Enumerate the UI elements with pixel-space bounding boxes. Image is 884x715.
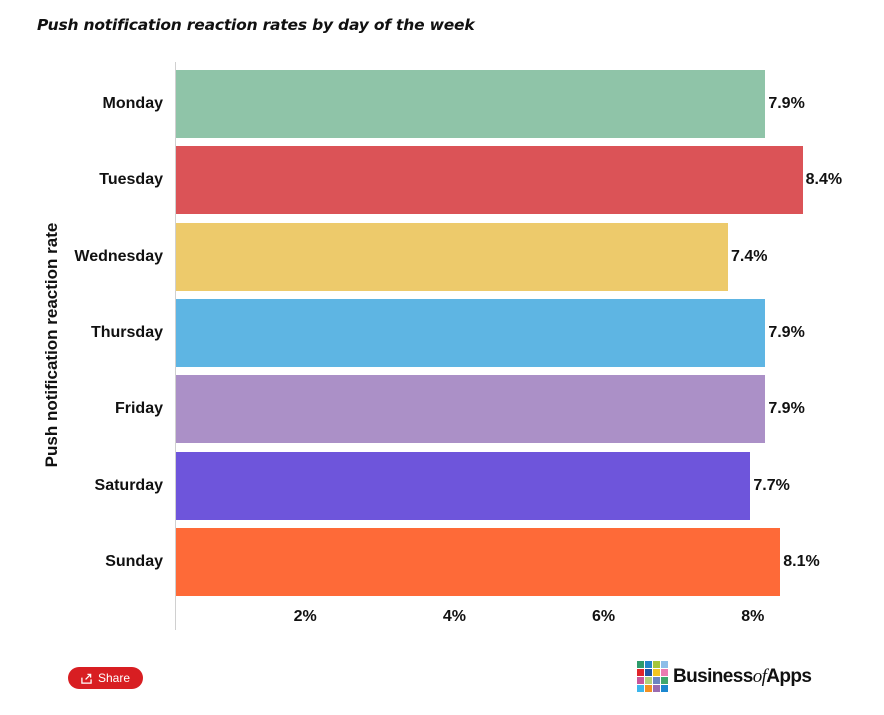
share-button[interactable]: Share — [68, 667, 143, 689]
category-label: Monday — [102, 95, 163, 112]
value-label: 7.9% — [768, 323, 805, 341]
share-icon — [81, 673, 92, 684]
bar[interactable] — [176, 527, 781, 596]
value-label: 7.4% — [731, 247, 768, 265]
logo-text: BusinessofApps — [673, 665, 812, 687]
category-label: Sunday — [105, 552, 163, 570]
x-tick-label: 2% — [293, 608, 317, 625]
bar[interactable] — [176, 146, 803, 215]
x-tick-label: 4% — [442, 608, 466, 625]
bar[interactable] — [176, 451, 751, 520]
value-label: 7.9% — [768, 400, 805, 418]
bar[interactable] — [176, 222, 729, 291]
category-label: Tuesday — [99, 171, 163, 189]
category-label: Friday — [114, 400, 163, 418]
category-label: Saturday — [94, 476, 163, 494]
logo-grid-icon — [637, 661, 668, 692]
category-label: Wednesday — [74, 247, 163, 265]
value-label: 8.1% — [783, 552, 820, 570]
value-label: 8.4% — [805, 171, 843, 189]
chart-title: Push notification reaction rates by day … — [37, 16, 475, 34]
bar[interactable] — [176, 298, 766, 367]
bar[interactable] — [176, 375, 766, 444]
share-label: Share — [97, 671, 131, 685]
businessofapps-logo: BusinessofApps — [637, 661, 812, 692]
value-label: 7.7% — [753, 476, 790, 494]
bar[interactable] — [176, 70, 766, 138]
category-label: Thursday — [90, 323, 163, 341]
y-axis-line — [175, 62, 176, 630]
value-label: 7.9% — [768, 95, 805, 112]
x-tick-label: 6% — [592, 608, 616, 625]
x-tick-label: 8% — [741, 608, 765, 625]
plot-area: Monday 7.9% Tuesday 8.4% Wednesday 7.4% Thursd… — [74, 0, 876, 640]
